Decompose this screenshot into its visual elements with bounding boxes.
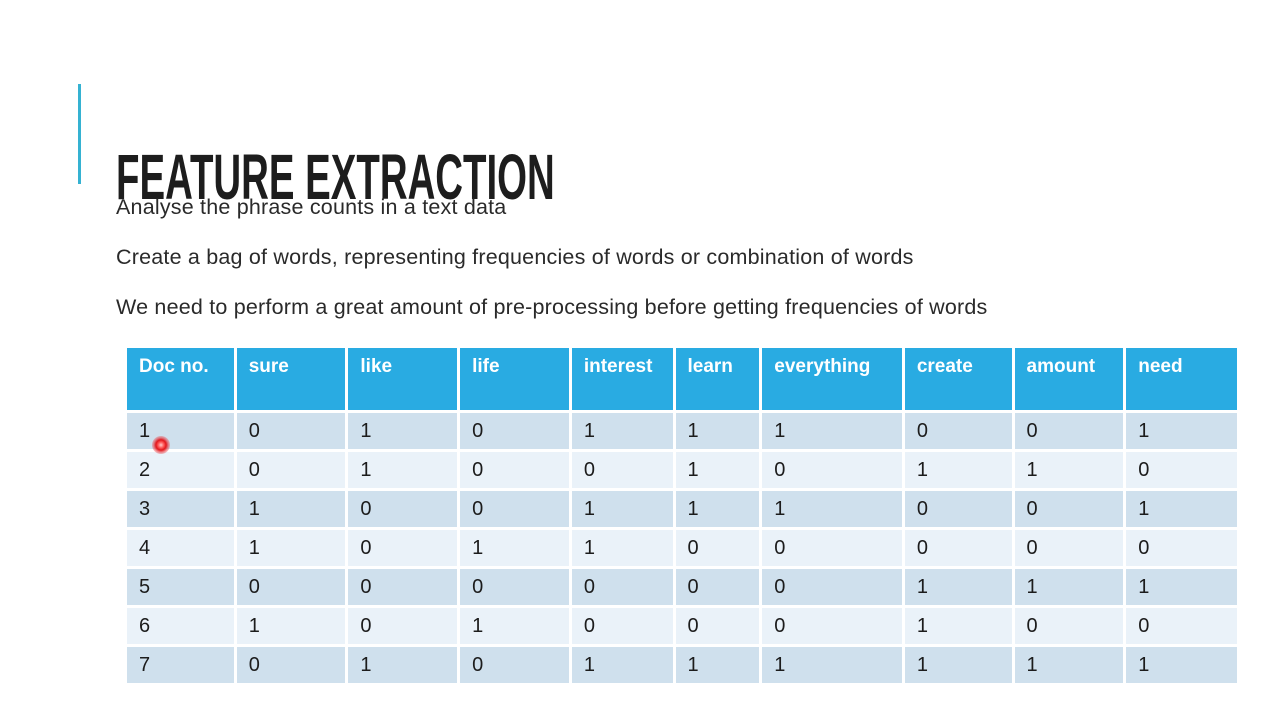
column-header-doc-no: Doc no. xyxy=(124,345,237,413)
word-count-cell: 0 xyxy=(1011,488,1127,530)
word-count-cell: 0 xyxy=(759,566,905,608)
word-count-cell: 1 xyxy=(759,488,905,530)
word-count-cell: 0 xyxy=(345,605,461,647)
column-header-sure: sure xyxy=(233,345,349,413)
word-count-table: Doc no. sure like life interest learn everythi… xyxy=(124,345,1240,686)
word-count-cell: 1 xyxy=(1123,410,1240,452)
word-count-cell: 1 xyxy=(568,410,676,452)
word-count-cell: 0 xyxy=(1011,527,1127,569)
doc-number-cell: 7 xyxy=(124,644,237,686)
word-count-cell: 1 xyxy=(457,605,572,647)
word-count-cell: 0 xyxy=(345,488,461,530)
word-count-cell: 0 xyxy=(233,410,349,452)
column-header-amount: amount xyxy=(1011,345,1127,413)
doc-number-cell: 6 xyxy=(124,605,237,647)
word-count-cell: 0 xyxy=(233,449,349,491)
slide-title: FEATURE EXTRACTION xyxy=(116,140,555,213)
column-header-like: like xyxy=(345,345,461,413)
word-count-cell: 0 xyxy=(1123,449,1240,491)
word-count-cell: 0 xyxy=(901,527,1015,569)
column-header-create: create xyxy=(901,345,1015,413)
body-text-block: Analyse the phrase counts in a text data… xyxy=(116,193,1236,343)
word-count-cell: 0 xyxy=(759,449,905,491)
column-header-need: need xyxy=(1123,345,1240,413)
column-header-interest: interest xyxy=(568,345,676,413)
word-count-cell: 0 xyxy=(457,566,572,608)
word-count-cell: 0 xyxy=(1123,605,1240,647)
bullet-line-3: We need to perform a great amount of pre… xyxy=(116,295,988,319)
word-count-cell: 1 xyxy=(901,605,1015,647)
word-count-cell: 1 xyxy=(759,410,905,452)
word-count-cell: 0 xyxy=(568,605,676,647)
word-count-cell: 0 xyxy=(759,527,905,569)
word-count-cell: 1 xyxy=(672,644,763,686)
word-count-cell: 1 xyxy=(1123,644,1240,686)
word-count-cell: 0 xyxy=(901,488,1015,530)
table-header: Doc no. sure like life interest learn everythi… xyxy=(124,345,1240,413)
column-header-everything: everything xyxy=(759,345,905,413)
word-count-cell: 1 xyxy=(672,449,763,491)
word-count-cell: 1 xyxy=(345,410,461,452)
word-count-cell: 1 xyxy=(568,644,676,686)
word-count-cell: 0 xyxy=(568,449,676,491)
word-count-cell: 0 xyxy=(345,566,461,608)
word-count-cell: 1 xyxy=(1011,644,1127,686)
title-accent-bar xyxy=(78,84,81,184)
word-count-cell: 1 xyxy=(1011,566,1127,608)
word-count-cell: 0 xyxy=(1011,410,1127,452)
word-count-cell: 1 xyxy=(568,527,676,569)
word-count-cell: 1 xyxy=(345,449,461,491)
doc-number-cell: 1 xyxy=(124,410,237,452)
word-count-cell: 1 xyxy=(901,644,1015,686)
word-count-cell: 1 xyxy=(233,527,349,569)
word-count-cell: 1 xyxy=(1123,566,1240,608)
word-count-cell: 0 xyxy=(1011,605,1127,647)
word-count-cell: 0 xyxy=(233,644,349,686)
word-count-cell: 0 xyxy=(345,527,461,569)
word-count-cell: 1 xyxy=(568,488,676,530)
word-count-cell: 1 xyxy=(457,527,572,569)
word-count-cell: 0 xyxy=(672,527,763,569)
word-count-cell: 1 xyxy=(759,644,905,686)
word-count-cell: 1 xyxy=(901,566,1015,608)
doc-number-cell: 3 xyxy=(124,488,237,530)
word-count-cell: 0 xyxy=(901,410,1015,452)
word-count-cell: 0 xyxy=(457,644,572,686)
word-count-cell: 0 xyxy=(568,566,676,608)
word-count-cell: 0 xyxy=(233,566,349,608)
word-count-cell: 1 xyxy=(345,644,461,686)
word-count-cell: 0 xyxy=(457,410,572,452)
word-count-cell: 1 xyxy=(672,410,763,452)
doc-number-cell: 5 xyxy=(124,566,237,608)
bullet-line-2: Create a bag of words, representing freq… xyxy=(116,245,914,269)
word-count-cell: 1 xyxy=(233,605,349,647)
word-count-cell: 0 xyxy=(672,566,763,608)
column-header-learn: learn xyxy=(672,345,763,413)
word-count-cell: 1 xyxy=(1011,449,1127,491)
doc-number-cell: 4 xyxy=(124,527,237,569)
word-count-cell: 0 xyxy=(759,605,905,647)
word-count-cell: 0 xyxy=(1123,527,1240,569)
table-header-row: Doc no. sure like life interest learn everythi… xyxy=(124,345,1240,413)
word-count-cell: 1 xyxy=(1123,488,1240,530)
word-count-cell: 0 xyxy=(457,488,572,530)
word-count-cell: 1 xyxy=(233,488,349,530)
column-header-life: life xyxy=(457,345,572,413)
word-count-cell: 0 xyxy=(457,449,572,491)
word-count-cell: 1 xyxy=(672,488,763,530)
doc-number-cell: 2 xyxy=(124,449,237,491)
word-count-cell: 1 xyxy=(901,449,1015,491)
bullet-line-1: Analyse the phrase counts in a text data xyxy=(116,195,507,219)
word-count-cell: 0 xyxy=(672,605,763,647)
